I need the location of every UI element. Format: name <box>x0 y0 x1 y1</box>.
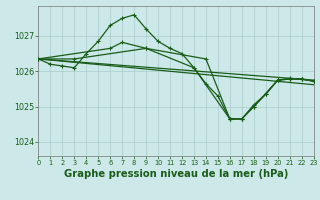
X-axis label: Graphe pression niveau de la mer (hPa): Graphe pression niveau de la mer (hPa) <box>64 169 288 179</box>
